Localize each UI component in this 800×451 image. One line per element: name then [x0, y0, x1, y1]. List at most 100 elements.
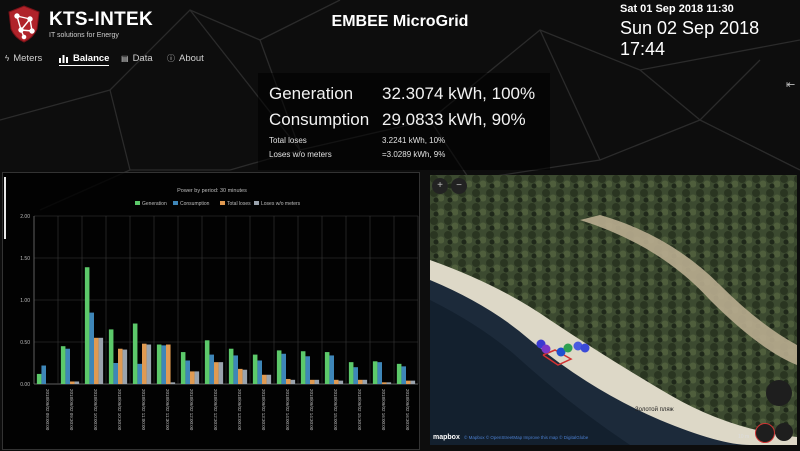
bar-1-0: [41, 365, 46, 384]
zoom-out-icon[interactable]: −: [451, 178, 467, 194]
bar-3-3: [122, 349, 128, 384]
bar-chart-icon: [59, 55, 68, 63]
x-tick-label: 2018/09/02 12:00:00: [189, 389, 194, 431]
legend-swatch-0: [135, 201, 140, 205]
nav-data-label: Data: [132, 53, 153, 64]
bar-3-13: [362, 379, 368, 384]
shield-logo-icon: [8, 5, 40, 43]
bar-3-6: [194, 371, 200, 384]
bar-0-5: [156, 344, 162, 384]
bar-0-6: [180, 352, 186, 384]
y-tick-label: 2.00: [20, 214, 30, 220]
legend-label-2: Total loses: [227, 201, 251, 207]
map-scale: 10 m: [738, 434, 750, 440]
bar-0-10: [276, 350, 282, 384]
bar-3-9: [266, 374, 272, 384]
y-tick-label: 0.00: [20, 382, 30, 388]
balance-summary: Generation 32.3074 kWh, 100% Consumption…: [258, 73, 550, 170]
x-tick-label: 2018/09/02 11:30:00: [165, 389, 170, 430]
chart-title: Power by period: 30 minutes: [177, 188, 247, 194]
bar-0-3: [108, 329, 114, 384]
bar-0-8: [228, 348, 234, 384]
nav-about[interactable]: ⓘ About: [167, 53, 204, 64]
bar-0-13: [348, 362, 354, 384]
bar-3-7: [218, 362, 224, 384]
locate-icon[interactable]: [755, 423, 775, 443]
bar-0-11: [300, 351, 306, 384]
bar-1-15: [401, 366, 406, 384]
zoom-in-icon[interactable]: +: [432, 178, 448, 194]
x-tick-label: 2018/09/02 13:30:00: [261, 389, 266, 431]
x-tick-label: 2018/09/02 13:00:00: [237, 389, 242, 431]
bar-2-13: [358, 379, 363, 384]
nav-balance[interactable]: Balance: [59, 53, 110, 66]
total-loses-value: 3.2241 kWh, 10%: [382, 136, 446, 145]
bar-1-1: [65, 348, 70, 384]
legend-swatch-3: [254, 201, 259, 205]
bar-1-8: [233, 355, 238, 384]
y-tick-label: 0.50: [20, 340, 30, 346]
bar-2-7: [214, 362, 219, 384]
bar-0-9: [252, 354, 258, 384]
bar-2-2: [94, 337, 99, 384]
bar-1-4: [137, 363, 142, 384]
bar-3-10: [290, 379, 296, 384]
x-tick-label: 2018/09/02 10:30:00: [117, 389, 122, 431]
bar-1-9: [257, 360, 262, 384]
bar-3-14: [386, 382, 392, 384]
loses-wo-meters-value: =3.0289 kWh, 9%: [382, 150, 446, 159]
table-icon: ▤: [121, 54, 129, 63]
layers-icon[interactable]: [775, 423, 793, 441]
x-tick-label: 2018/09/02 09:30:00: [69, 389, 74, 431]
legend-swatch-2: [220, 201, 225, 205]
y-tick-label: 1.00: [20, 298, 30, 304]
bar-1-13: [353, 367, 358, 384]
bar-3-15: [410, 380, 416, 384]
bar-2-5: [166, 344, 171, 384]
legend-label-0: Generation: [142, 201, 167, 207]
x-tick-label: 2018/09/02 11:00:00: [141, 389, 146, 430]
place-label: Золотой пляж: [635, 407, 674, 413]
meter-markers[interactable]: [533, 338, 598, 370]
collapse-icon[interactable]: ⇤: [786, 79, 796, 91]
loses-wo-meters-label: Loses w/o meters: [269, 150, 332, 159]
x-tick-label: 2018/09/02 16:30:00: [405, 389, 410, 431]
nav-meters[interactable]: ϟ Meters: [5, 53, 42, 64]
bar-3-4: [146, 344, 152, 384]
consumption-label: Consumption: [269, 110, 370, 129]
page-title: EMBEE MicroGrid: [331, 13, 469, 30]
bar-3-5: [170, 382, 176, 384]
mapbox-logo[interactable]: mapbox: [433, 434, 460, 441]
period-start-date: Sat 01 Sep 2018 11:30: [620, 3, 734, 15]
map-attribution[interactable]: © Mapbox © OpenStreetMap Improve this ma…: [464, 435, 589, 440]
bar-0-7: [204, 340, 210, 384]
bar-0-0: [36, 373, 42, 384]
power-chart-panel: Power by period: 30 minutes Generation Con…: [2, 172, 420, 450]
satellite-map[interactable]: [430, 175, 797, 445]
power-bar-chart: Power by period: 30 minutes Generation Con…: [20, 188, 419, 431]
x-tick-label: 2018/09/02 15:30:00: [357, 389, 362, 431]
x-tick-label: 2018/09/02 14:00:00: [285, 389, 290, 431]
nav-data[interactable]: ▤ Data: [121, 53, 153, 64]
compass-icon[interactable]: [766, 380, 792, 406]
meter-cluster[interactable]: [533, 338, 598, 370]
nav-about-label: About: [179, 53, 204, 64]
bar-1-12: [329, 355, 334, 384]
bar-3-2: [98, 337, 104, 384]
x-tick-label: 2018/09/02 12:30:00: [213, 389, 218, 431]
panel-scroll-indicator[interactable]: [4, 177, 6, 239]
period-end-date: Sun 02 Sep 2018 17:44: [620, 18, 760, 59]
brand-name: KTS-INTEK: [49, 9, 154, 30]
bar-3-1: [74, 381, 80, 384]
bar-3-12: [338, 380, 344, 384]
x-tick-label: 2018/09/02 16:00:00: [381, 389, 386, 431]
consumption-value: 29.0833 kWh, 90%: [382, 110, 526, 129]
map-panel[interactable]: + − Золотой пляж mapbox © Mapbox © OpenS…: [430, 175, 797, 445]
bar-2-9: [262, 374, 267, 384]
bolt-icon: ϟ: [5, 54, 10, 63]
bar-0-12: [324, 352, 330, 384]
bar-2-4: [142, 343, 147, 384]
bar-1-10: [281, 353, 286, 384]
x-tick-label: 2018/09/02 14:30:00: [309, 389, 314, 431]
bar-0-1: [60, 346, 66, 384]
